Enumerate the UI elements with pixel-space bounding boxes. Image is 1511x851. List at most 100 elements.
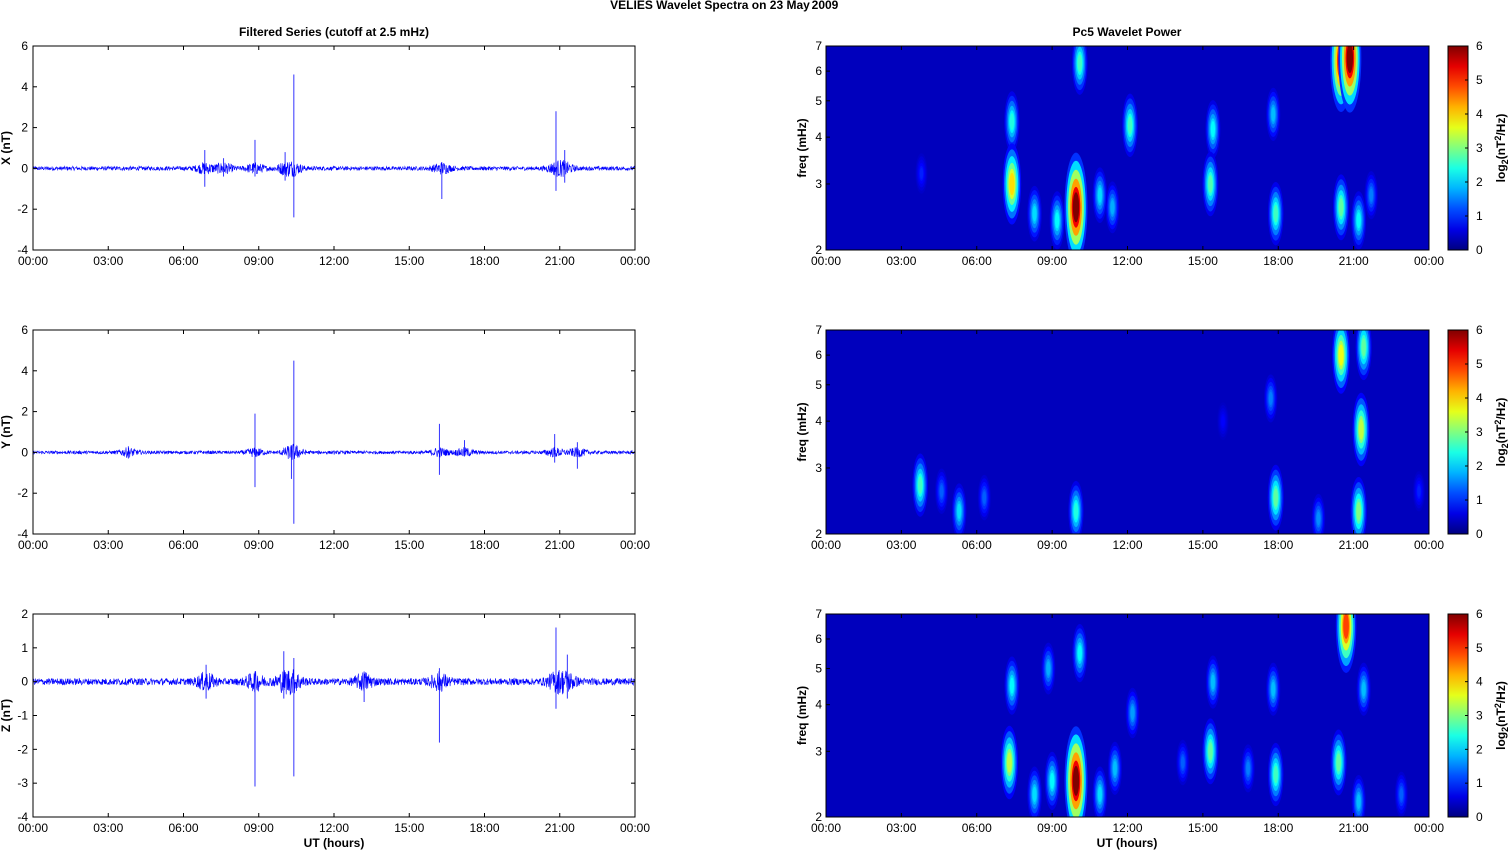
power-blob xyxy=(1210,674,1215,690)
colorbar-label-part: (nT xyxy=(1494,140,1508,159)
x-tick-label: 00:00 xyxy=(811,821,841,835)
power-blob xyxy=(919,167,924,180)
series-panel-0: -4 -2 0 2 4 6 00:00 03:00 06:00 09:00 12:00 15:00 18… xyxy=(0,39,650,268)
y-axis-label: freq (mHz) xyxy=(795,686,809,745)
power-blob xyxy=(1369,188,1374,202)
colorbar-label-part: log xyxy=(1494,732,1508,750)
colorbar-tick-label: 1 xyxy=(1476,493,1483,507)
left-column-title: Filtered Series (cutoff at 2.5 mHz) xyxy=(239,25,429,39)
x-tick-label: 09:00 xyxy=(244,254,274,268)
y-tick-label: 2 xyxy=(815,810,822,824)
power-blob xyxy=(918,476,923,494)
series-line xyxy=(32,443,636,460)
x-tick-label: 15:00 xyxy=(1188,254,1218,268)
power-blob xyxy=(1032,206,1037,222)
y-tick-label: -1 xyxy=(17,709,28,723)
x-tick-label: 03:00 xyxy=(886,821,916,835)
colorbar-tick-label: 4 xyxy=(1476,675,1483,689)
x-tick-label: 15:00 xyxy=(394,821,424,835)
y-tick-label: -3 xyxy=(17,776,28,790)
x-tick-label: 09:00 xyxy=(1037,821,1067,835)
power-blob xyxy=(1077,54,1082,72)
power-blob xyxy=(1073,502,1079,520)
power-blob xyxy=(1356,794,1361,809)
power-blob xyxy=(1112,761,1117,776)
x-tick-label: 18:00 xyxy=(1263,254,1293,268)
colorbar-label-part: log xyxy=(1494,164,1508,182)
right-column-title: Pc5 Wavelet Power xyxy=(1073,25,1182,39)
colorbar-label: log2(nT2/Hz) xyxy=(1493,681,1510,750)
colorbar-tick-label: 2 xyxy=(1476,175,1483,189)
x-tick-label: 18:00 xyxy=(1263,821,1293,835)
power-blob xyxy=(1316,511,1321,526)
power-blob xyxy=(1356,501,1361,521)
x-tick-label: 00:00 xyxy=(811,538,841,552)
power-blob xyxy=(1208,742,1213,761)
power-blob xyxy=(1356,212,1361,229)
power-blob xyxy=(1009,113,1015,130)
series-line xyxy=(32,159,636,178)
y-tick-label: 2 xyxy=(21,607,28,621)
colorbar-label-part: /Hz) xyxy=(1494,114,1508,136)
y-tick-label: 1 xyxy=(21,641,28,655)
colorbar-tick-label: 0 xyxy=(1476,810,1483,824)
y-tick-label: 3 xyxy=(815,461,822,475)
power-blobs xyxy=(912,330,1426,534)
power-blob xyxy=(1346,46,1354,74)
colorbar-tick-label: 0 xyxy=(1476,527,1483,541)
x-tick-label: 15:00 xyxy=(1188,821,1218,835)
x-tick-label: 18:00 xyxy=(469,821,499,835)
colorbar-tick-label: 6 xyxy=(1476,607,1483,621)
power-blob xyxy=(1009,677,1014,694)
power-blob xyxy=(1072,765,1080,796)
power-blob xyxy=(1271,107,1276,122)
colorbar-label-part: 2 xyxy=(1493,136,1503,141)
y-tick-label: 7 xyxy=(815,323,822,337)
x-tick-label: 18:00 xyxy=(469,538,499,552)
colorbar-label-part: /Hz) xyxy=(1494,398,1508,420)
y-tick-label: 4 xyxy=(21,364,28,378)
y-axis-label: Y (nT) xyxy=(0,415,13,449)
colorbar-label-part: 2 xyxy=(1500,727,1510,732)
y-tick-label: 2 xyxy=(21,121,28,135)
colorbar-label-part: 2 xyxy=(1500,443,1510,448)
power-blob xyxy=(1032,786,1037,803)
colorbar-tick-label: 0 xyxy=(1476,243,1483,257)
x-tick-label: 21:00 xyxy=(1339,254,1369,268)
colorbar-label-part: 2 xyxy=(1493,703,1503,708)
y-tick-label: 0 xyxy=(21,675,28,689)
colorbar-tick-label: 2 xyxy=(1476,742,1483,756)
y-tick-label: 5 xyxy=(815,662,822,676)
x-tick-label: 03:00 xyxy=(93,821,123,835)
y-tick-label: 2 xyxy=(21,405,28,419)
x-tick-label: 09:00 xyxy=(1037,538,1067,552)
x-tick-label: 09:00 xyxy=(244,538,274,552)
power-blob xyxy=(1417,485,1421,497)
power-blob xyxy=(1336,753,1341,772)
y-tick-label: 4 xyxy=(815,698,822,712)
power-blob xyxy=(1072,192,1080,223)
y-tick-label: 4 xyxy=(815,130,822,144)
colorbar-label-part: /Hz) xyxy=(1494,681,1508,703)
x-tick-label: 00:00 xyxy=(1414,821,1444,835)
power-blob xyxy=(1127,116,1133,135)
right-x-axis-label: UT (hours) xyxy=(1097,836,1158,850)
y-tick-label: 4 xyxy=(815,414,822,428)
power-blob xyxy=(1361,338,1366,357)
power-blob xyxy=(1210,121,1215,138)
x-tick-label: 06:00 xyxy=(962,254,992,268)
colorbar-tick-label: 3 xyxy=(1476,709,1483,723)
x-tick-label: 06:00 xyxy=(962,821,992,835)
power-blob xyxy=(1009,172,1015,196)
colorbar-label-part: 2 xyxy=(1500,159,1510,164)
x-tick-label: 18:00 xyxy=(1263,538,1293,552)
colorbar-tick-label: 5 xyxy=(1476,73,1483,87)
figure-year: 2009 xyxy=(812,0,839,12)
power-blob xyxy=(1271,681,1276,697)
y-tick-label: -4 xyxy=(17,810,28,824)
power-blob xyxy=(1110,200,1115,215)
power-blob xyxy=(1246,761,1250,775)
power-blob xyxy=(1268,391,1273,405)
x-tick-label: 06:00 xyxy=(168,254,198,268)
y-tick-label: -4 xyxy=(17,243,28,257)
